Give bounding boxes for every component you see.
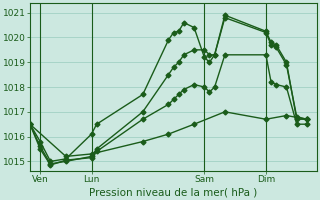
- X-axis label: Pression niveau de la mer( hPa ): Pression niveau de la mer( hPa ): [90, 187, 258, 197]
